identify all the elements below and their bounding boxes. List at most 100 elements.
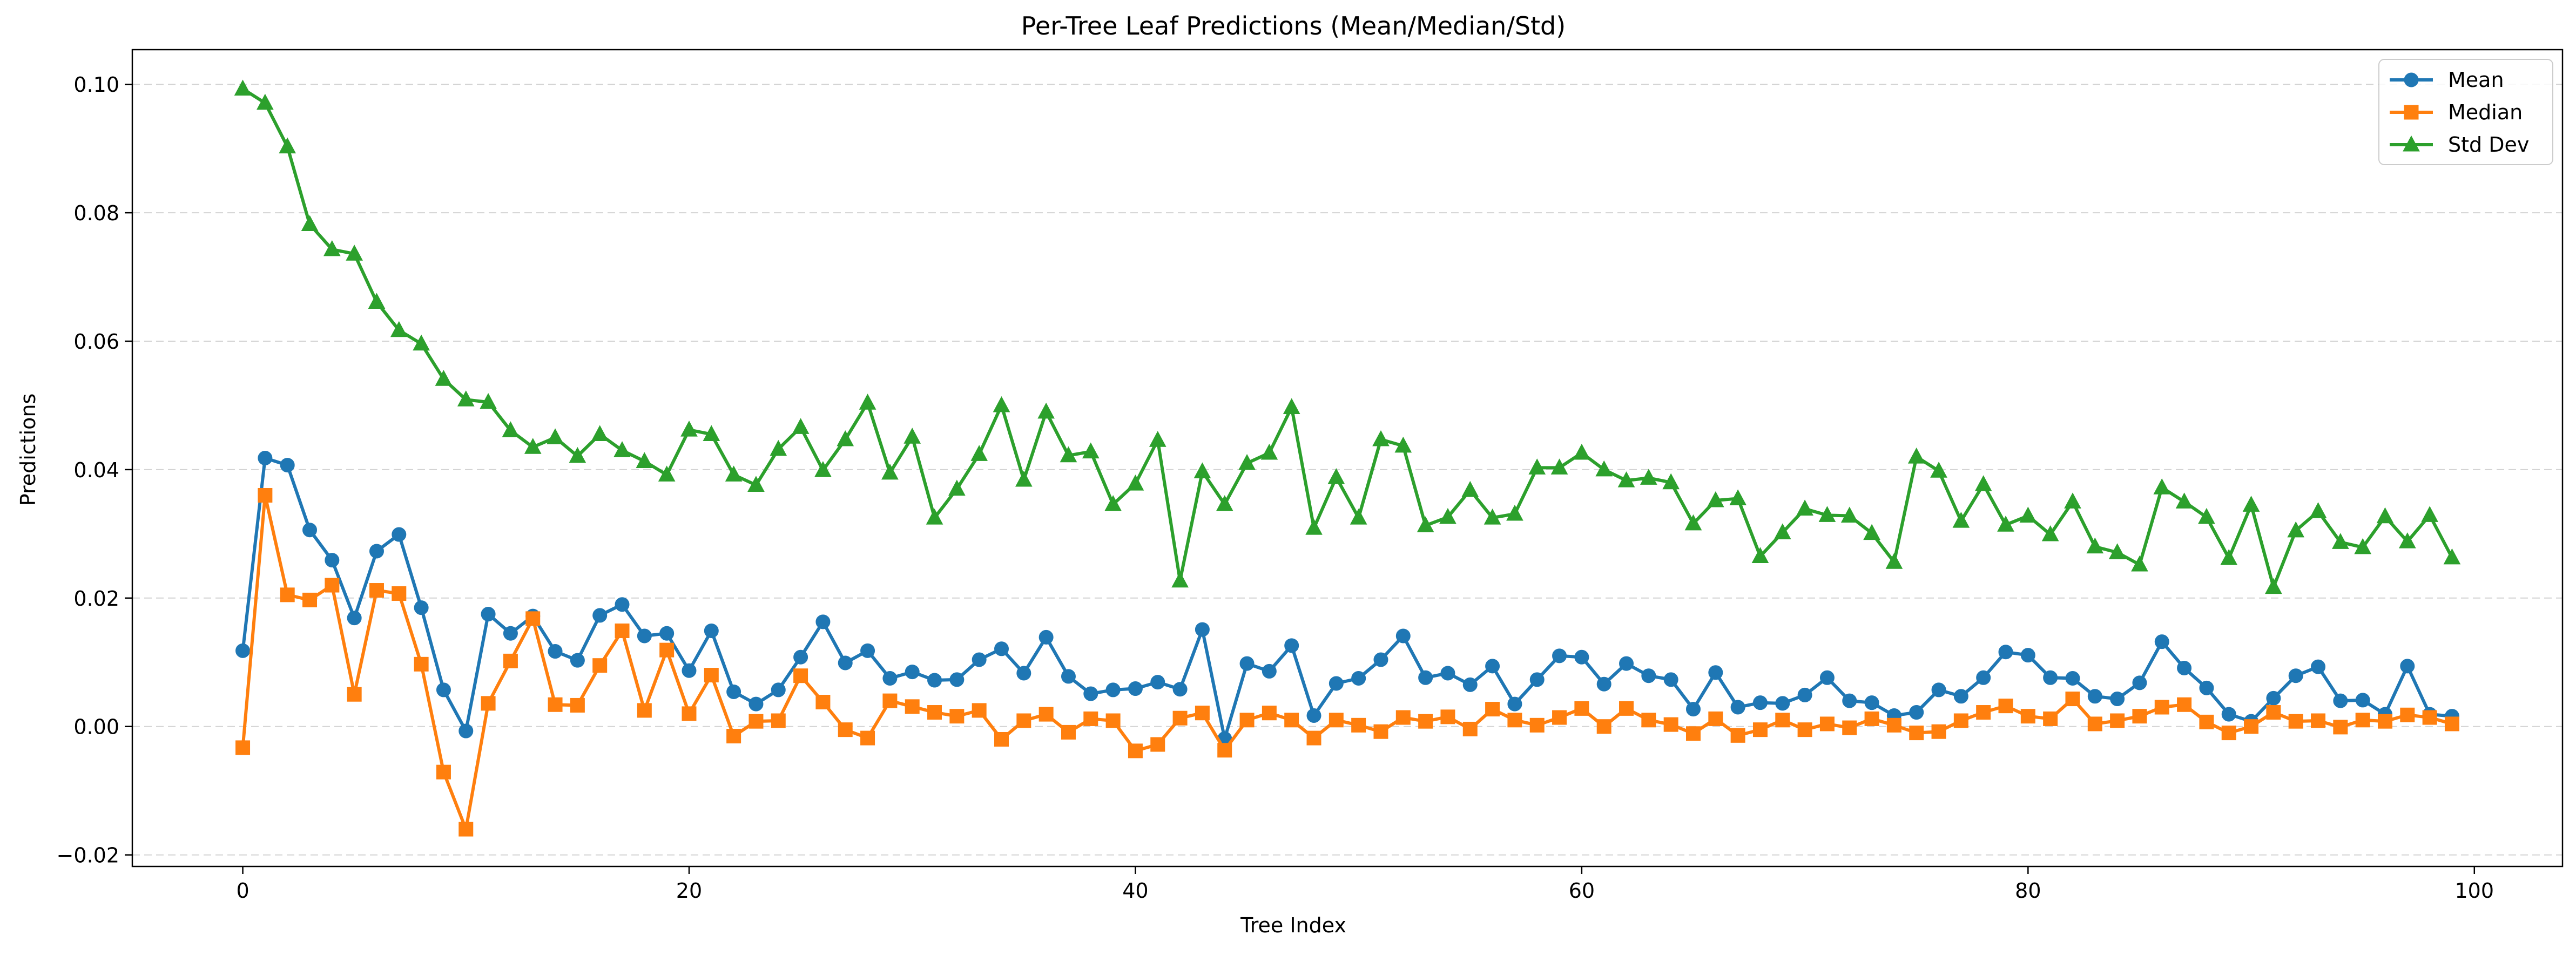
data-point-median: [302, 592, 318, 607]
data-point-std-dev: [569, 446, 586, 463]
data-point-median: [882, 693, 898, 708]
data-point-std-dev: [257, 93, 274, 110]
data-point-median: [1105, 713, 1121, 728]
data-point-mean: [1083, 686, 1098, 701]
data-point-mean: [1752, 695, 1768, 710]
data-point-std-dev: [1684, 514, 1702, 531]
data-point-mean: [815, 614, 831, 629]
data-point-std-dev: [2421, 506, 2438, 522]
data-point-mean: [615, 597, 630, 612]
data-point-std-dev: [1885, 553, 1903, 569]
data-point-mean: [927, 673, 942, 688]
data-point-median: [1931, 724, 1946, 739]
data-point-median: [704, 668, 719, 683]
data-point-median: [2110, 713, 2125, 728]
data-point-mean: [1105, 682, 1121, 697]
data-point-mean: [1395, 628, 1411, 644]
data-point-median: [1061, 724, 1076, 740]
data-point-mean: [1329, 676, 1344, 691]
data-point-std-dev: [1216, 495, 1233, 511]
data-point-std-dev: [591, 425, 609, 441]
data-point-median: [1574, 701, 1589, 716]
data-point-std-dev: [368, 293, 386, 309]
data-point-std-dev: [301, 215, 319, 232]
data-point-mean: [1373, 652, 1388, 667]
data-point-median: [2377, 714, 2392, 729]
data-point-std-dev: [1751, 547, 1769, 563]
legend-label: Median: [2448, 100, 2523, 124]
data-point-mean: [2311, 659, 2326, 674]
data-point-mean: [2043, 670, 2058, 685]
data-point-median: [1641, 713, 1656, 728]
data-point-median: [1306, 730, 1321, 746]
series-line-mean: [241, 456, 2452, 741]
data-point-mean: [1284, 638, 1299, 653]
data-point-std-dev: [1283, 398, 1300, 415]
x-tick-label: 60: [1569, 879, 1595, 903]
data-point-mean: [280, 458, 295, 473]
data-point-median: [1462, 721, 1478, 736]
data-point-mean: [302, 523, 318, 538]
data-point-median: [258, 487, 273, 503]
data-point-mean: [392, 527, 407, 542]
data-point-mean: [793, 649, 808, 665]
data-point-std-dev: [2376, 507, 2394, 524]
data-point-mean: [1663, 672, 1678, 687]
data-point-median: [2355, 713, 2370, 728]
data-point-median: [1016, 713, 1031, 728]
data-point-median: [1886, 717, 1901, 733]
y-tick-label: 0.00: [73, 715, 119, 739]
data-point-mean: [2355, 693, 2370, 708]
data-point-median: [793, 668, 808, 683]
data-point-median: [1752, 722, 1768, 737]
data-point-median: [570, 697, 585, 713]
data-point-median: [2221, 726, 2236, 741]
data-point-mean: [2221, 707, 2236, 722]
y-tick-label: 0.04: [73, 458, 119, 482]
data-point-std-dev: [457, 390, 475, 407]
data-point-median: [2132, 709, 2147, 724]
data-point-std-dev: [859, 394, 876, 410]
data-point-median: [2043, 711, 2058, 726]
data-point-median: [1217, 743, 1232, 758]
data-point-median: [481, 696, 496, 711]
data-point-mean: [548, 644, 563, 659]
data-point-median: [1485, 702, 1500, 717]
data-point-median: [1083, 711, 1098, 726]
data-point-std-dev: [1617, 471, 1635, 487]
axis-ticks: −0.02 0.00 0.02 0.04 0.06 0.08 0.10 0 20 40 60 80 10…: [57, 73, 2494, 903]
data-point-std-dev: [435, 370, 453, 386]
data-point-mean: [2400, 659, 2415, 674]
data-point-mean: [748, 696, 764, 712]
data-point-mean: [1016, 666, 1031, 681]
data-point-mean: [1351, 670, 1366, 686]
data-point-median: [369, 583, 384, 598]
data-point-median: [1976, 705, 1991, 720]
data-point-std-dev: [926, 509, 943, 525]
data-point-mean: [1172, 682, 1188, 697]
data-point-median: [1529, 717, 1545, 733]
data-point-median: [1172, 710, 1188, 726]
data-point-std-dev: [725, 465, 743, 482]
data-point-mean: [2154, 634, 2169, 649]
data-point-std-dev: [346, 245, 363, 261]
data-point-median: [2020, 709, 2035, 724]
legend-marker: [2404, 105, 2419, 120]
data-point-std-dev: [1528, 458, 1546, 475]
data-point-mean: [1819, 670, 1835, 685]
data-point-median: [1329, 713, 1344, 728]
data-point-mean: [1507, 696, 1522, 712]
data-point-median: [1775, 713, 1790, 728]
data-point-mean: [481, 607, 496, 622]
data-point-mean: [1797, 687, 1812, 702]
data-point-std-dev: [524, 438, 542, 454]
data-point-mean: [2199, 680, 2214, 695]
data-point-std-dev: [2354, 538, 2372, 554]
data-point-median: [2244, 719, 2259, 734]
data-point-std-dev: [1350, 509, 1367, 525]
x-axis-label: Tree Index: [1240, 913, 1346, 937]
data-point-median: [815, 694, 831, 709]
data-point-std-dev: [1729, 489, 1746, 505]
data-point-mean: [2110, 692, 2125, 707]
legend-marker: [2404, 72, 2419, 87]
